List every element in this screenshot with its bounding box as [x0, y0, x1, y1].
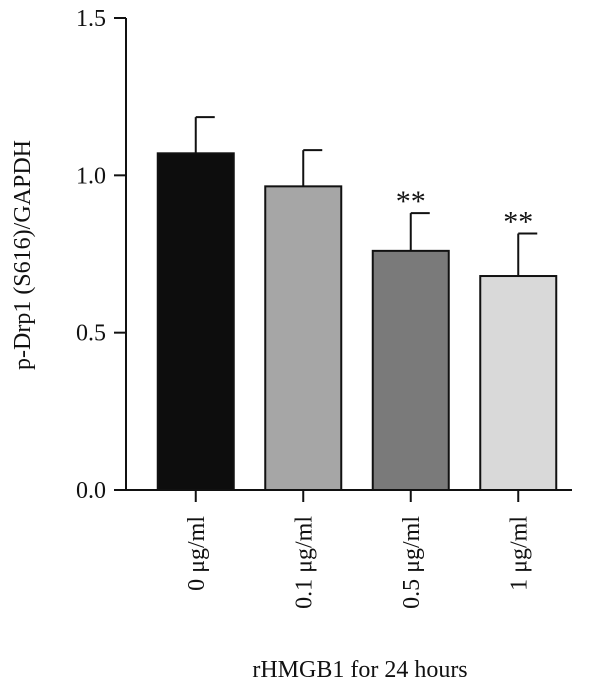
- y-tick-label: 1.5: [76, 6, 106, 32]
- y-tick-label: 0.5: [76, 321, 106, 347]
- significance-marker: **: [396, 185, 426, 218]
- y-axis-label: p-Drp1 (S616)/GAPDH: [10, 140, 36, 370]
- significance-marker: **: [503, 206, 533, 239]
- bar: [156, 152, 235, 491]
- x-axis-label: rHMGB1 for 24 hours: [252, 657, 467, 683]
- bar: [371, 249, 450, 491]
- y-ticks: 0.0 0.5 1.0 1.5: [76, 6, 126, 504]
- x-tick-label: 0.1 μg/ml: [291, 516, 317, 609]
- error-bars: [194, 116, 538, 277]
- significance-markers: ** **: [396, 185, 534, 238]
- x-tick-label: 1 μg/ml: [506, 516, 532, 591]
- x-tick-label: 0.5 μg/ml: [399, 516, 425, 609]
- bar: [479, 275, 558, 491]
- x-ticks: 0 μg/ml 0.1 μg/ml 0.5 μg/ml 1 μg/ml: [184, 490, 532, 609]
- y-tick-label: 1.0: [76, 163, 106, 189]
- bars: [156, 152, 558, 491]
- x-tick-label: 0 μg/ml: [184, 516, 210, 591]
- y-tick-label: 0.0: [76, 478, 106, 504]
- bar: [264, 185, 343, 491]
